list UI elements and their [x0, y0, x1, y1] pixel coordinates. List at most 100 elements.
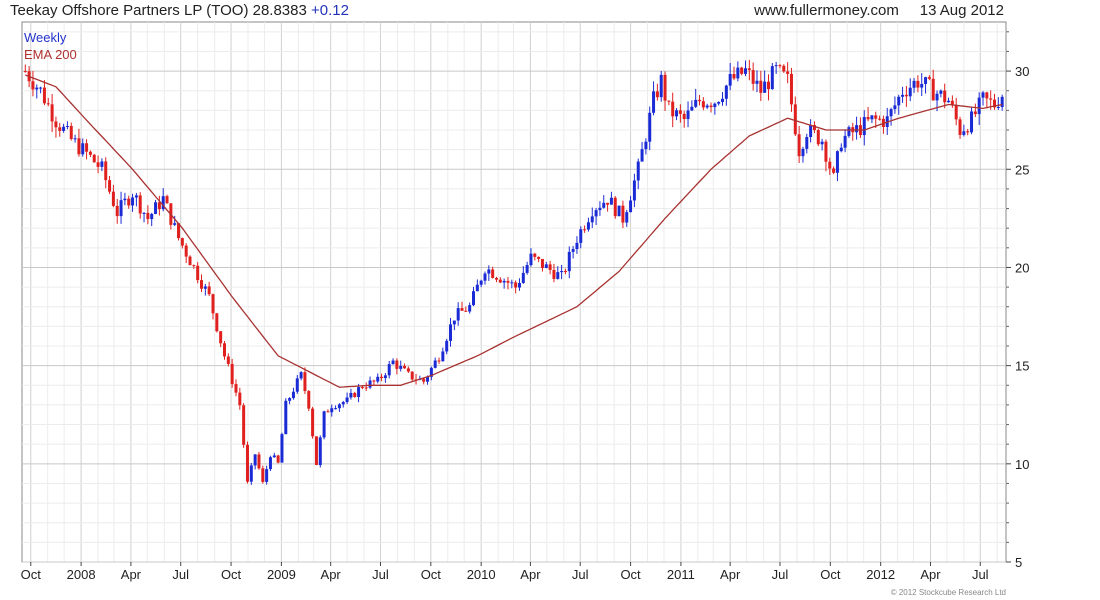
candle-body [786, 71, 790, 74]
candle-body [533, 253, 537, 257]
candle-body [157, 202, 161, 210]
candle-body [445, 340, 449, 352]
x-tick-label: Jul [572, 567, 589, 582]
candle-body [621, 205, 625, 223]
x-tick-label: Oct [221, 567, 242, 582]
candle-body [360, 387, 364, 389]
candle-body [993, 99, 997, 108]
candle-body [50, 104, 54, 122]
candle-body [318, 437, 322, 465]
candle-body [989, 98, 993, 100]
candle-body [878, 118, 882, 120]
stock-title: Teekay Offshore Partners LP (TOO) [10, 2, 249, 19]
candle-body [353, 392, 357, 397]
chart-header-meta: www.fullermoney.com 13 Aug 2012 [754, 2, 1004, 19]
candle-body [307, 390, 311, 409]
x-axis: Oct 2008 Apr Jul Oct 2009 Apr Jul Oct 2010 Apr Jul O… [21, 562, 989, 582]
candle-body [517, 282, 521, 288]
legend-ema-200: EMA 200 [24, 47, 77, 62]
x-tick-label: 2010 [467, 567, 496, 582]
candle-body [981, 92, 985, 98]
candle-body [73, 138, 77, 140]
candle-body [824, 141, 828, 162]
candle-body [912, 80, 916, 88]
candle-body [594, 210, 598, 217]
candle-body [265, 469, 269, 482]
candle-body [134, 195, 138, 198]
candle-body [579, 229, 583, 243]
candle-body [602, 202, 606, 208]
candle-body [150, 213, 154, 220]
candle-body [901, 94, 905, 97]
candle-body [77, 138, 81, 155]
candle-body [422, 378, 426, 382]
candle-body [426, 376, 430, 382]
candle-body [583, 229, 587, 231]
candle-body [211, 294, 215, 314]
candle-body [468, 305, 472, 312]
candle-body [249, 465, 253, 482]
candle-body [245, 444, 249, 482]
candle-body [472, 291, 476, 306]
candle-body [686, 110, 690, 120]
candle-body [939, 90, 943, 94]
candle-body [782, 65, 786, 72]
candle-body [529, 253, 533, 266]
candle-body [291, 391, 295, 399]
candle-body [671, 101, 675, 117]
candle-body [100, 161, 104, 167]
candle-body [119, 200, 123, 217]
candle-body [330, 408, 334, 413]
candle-body [357, 387, 361, 397]
candle-body [238, 392, 242, 406]
candle-body [184, 245, 188, 257]
candle-body [487, 269, 491, 274]
candle-body [862, 117, 866, 136]
x-tick-label: 2011 [667, 567, 695, 582]
candle-body [491, 269, 495, 278]
candle-body [897, 96, 901, 106]
y-tick-label: 5 [1015, 555, 1022, 570]
ema-200-line [25, 74, 1003, 388]
x-tick-label: 2008 [67, 567, 96, 582]
candle-body [770, 66, 774, 90]
y-tick-label: 20 [1015, 260, 1029, 275]
source-site: www.fullermoney.com [754, 2, 899, 19]
candle-body [449, 324, 453, 341]
candle-body [234, 384, 238, 393]
candle-body [655, 91, 659, 98]
candle-body [675, 110, 679, 117]
candle-body [947, 100, 951, 103]
candle-body [908, 87, 912, 97]
candle-body [441, 351, 445, 362]
y-tick-label: 10 [1015, 457, 1029, 472]
candle-body [820, 141, 824, 145]
candle-body [996, 107, 1000, 109]
candle-body [69, 125, 73, 139]
candle-body [303, 372, 307, 391]
x-tick-label: Apr [720, 567, 741, 582]
candle-body [341, 402, 345, 405]
candle-body [537, 256, 541, 259]
candle-body [636, 161, 640, 181]
candle-body [192, 265, 196, 267]
x-tick-label: Jul [172, 567, 189, 582]
candle-body [812, 125, 816, 131]
candle-body [314, 436, 318, 465]
candle-body [698, 99, 702, 102]
candle-body [525, 265, 529, 273]
candle-body [648, 112, 652, 142]
candle-body [253, 454, 257, 466]
candle-body [544, 264, 548, 268]
candle-body [552, 269, 556, 279]
candle-body [690, 106, 694, 111]
candle-body [180, 238, 184, 246]
y-tick-label: 30 [1015, 64, 1029, 79]
x-tick-label: Oct [421, 567, 442, 582]
candle-body [736, 67, 740, 79]
candle-body [456, 308, 460, 321]
candle-body [629, 200, 633, 213]
candle-body [839, 147, 843, 152]
candle-body [801, 148, 805, 157]
candle-body [483, 273, 487, 281]
